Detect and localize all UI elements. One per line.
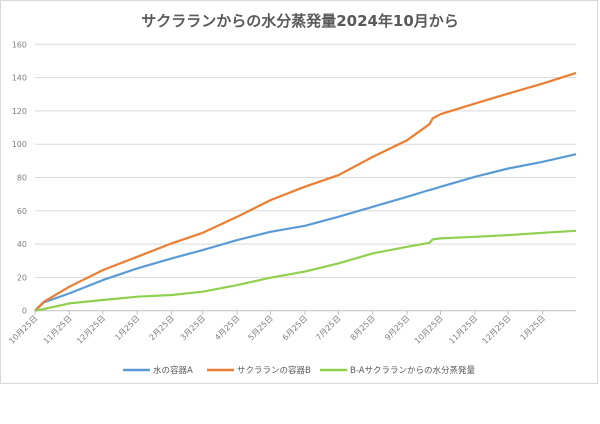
x-tick-label: 10月25日: [7, 314, 39, 346]
x-tick-label: 11月25日: [42, 314, 74, 346]
series-line-3: [34, 229, 577, 312]
y-tick-label: 40: [17, 240, 27, 249]
x-tick-label: 11月25日: [447, 314, 479, 346]
x-tick-label: 3月25日: [179, 314, 207, 342]
chart-title: サクラランからの水分蒸発量2024年10月から: [141, 12, 459, 30]
chart-area: [0, 0, 598, 384]
y-tick-label: 20: [17, 273, 27, 282]
y-tick-label: 60: [17, 207, 27, 216]
series-line-1: [34, 153, 577, 312]
x-tick-label: 9月25日: [383, 314, 411, 342]
x-tick-label: 12月25日: [75, 314, 107, 346]
x-tick-label: 5月25日: [246, 314, 274, 342]
y-tick-label: 80: [17, 174, 27, 183]
x-tick-label: 8月25日: [349, 314, 377, 342]
x-tick-label: 2月25日: [148, 314, 176, 342]
series-line-2: [34, 71, 577, 312]
legend-label: 水の容器A: [153, 365, 193, 376]
y-tick-label: 140: [12, 74, 27, 83]
legend-label: B-Aサクラランからの水分蒸発量: [350, 365, 476, 376]
x-tick-label: 6月25日: [281, 314, 309, 342]
legend-label: サクラランの容器B: [237, 365, 311, 376]
y-tick-label: 120: [12, 107, 27, 116]
y-tick-label: 0: [22, 307, 27, 316]
x-tick-label: 7月25日: [314, 314, 342, 342]
x-tick-label: 12月25日: [481, 314, 513, 346]
x-tick-label: 1月25日: [113, 314, 141, 342]
x-tick-label: 10月25日: [413, 314, 445, 346]
x-tick-label: 1月25日: [519, 314, 547, 342]
y-tick-label: 100: [12, 140, 27, 149]
y-tick-label: 160: [12, 40, 27, 49]
x-tick-label: 4月25日: [213, 314, 241, 342]
